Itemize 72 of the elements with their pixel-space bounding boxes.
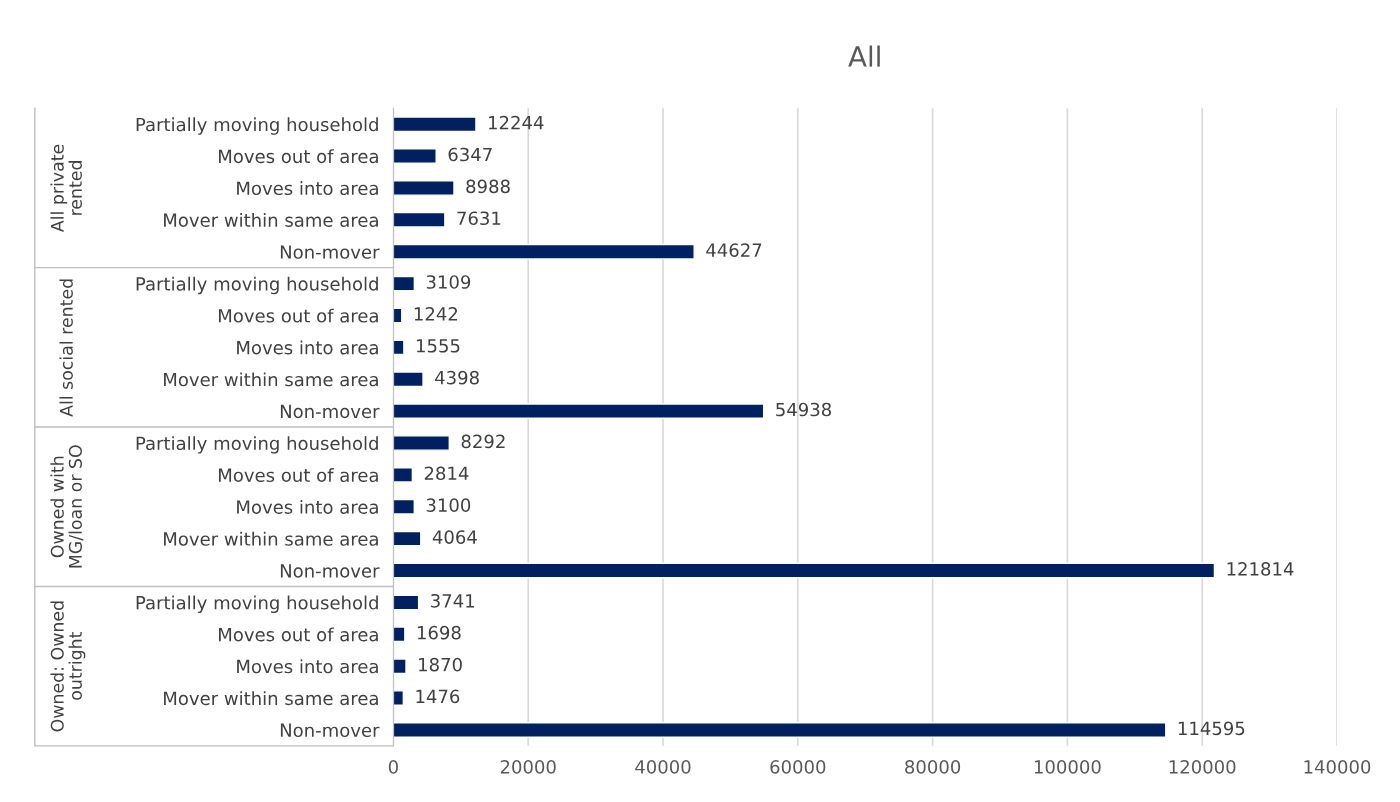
data-label: 12244: [489, 115, 544, 130]
x-tick-label: 140000: [1304, 760, 1371, 774]
data-label: 1555: [416, 339, 460, 353]
y-tick-label: Non-mover: [280, 245, 380, 259]
data-label: 121814: [1227, 562, 1294, 576]
data-label: 3741: [431, 593, 475, 608]
data-label: 4398: [435, 370, 479, 385]
bar: [393, 498, 415, 515]
chart-title: All: [848, 45, 880, 67]
data-label: 3100: [426, 498, 471, 512]
data-label: 6347: [448, 147, 492, 162]
bar: [393, 339, 405, 356]
y-tick-label: Moves into area: [237, 340, 378, 355]
y-tick-label: Mover within same area: [164, 212, 378, 227]
bar: [393, 211, 446, 228]
data-label: 1476: [416, 689, 460, 704]
text: Owned: Owned outright: [50, 601, 86, 732]
x-tick-label: 120000: [1169, 760, 1236, 774]
y-tick-label: Mover within same area: [164, 531, 378, 546]
x-tick-label: 40000: [635, 760, 691, 774]
data-label: 4064: [432, 530, 477, 544]
y-tick-label: Mover within same area: [164, 691, 378, 706]
x-tick-label: 60000: [770, 760, 826, 774]
data-label: 3109: [426, 275, 471, 289]
bar: [393, 658, 407, 675]
bar: [393, 467, 414, 483]
data-label: 114595: [1178, 721, 1245, 736]
data-label: 8988: [466, 179, 510, 194]
bar: [393, 690, 405, 706]
bar: [393, 243, 695, 260]
bar: [393, 435, 450, 451]
y-tick-label: Partially moving household: [136, 276, 378, 295]
y-tick-label: Moves out of area: [219, 468, 378, 482]
bar: [393, 626, 406, 643]
bar: [393, 180, 455, 196]
y-tick-label: Moves out of area: [219, 627, 378, 642]
y-tick-label: Partially moving household: [136, 436, 378, 454]
data-label: 44627: [706, 243, 762, 257]
bar: [393, 403, 765, 419]
data-label: 1698: [417, 625, 461, 640]
text: All private rented: [50, 144, 82, 233]
y-tick-label: Moves into area: [237, 181, 378, 196]
y-tick-label: Non-mover: [280, 404, 380, 419]
y-tick-label: Partially moving household: [136, 595, 378, 614]
text: Owned with MG/loan or SO: [50, 445, 84, 568]
data-label: 7631: [457, 211, 501, 226]
bar: [393, 275, 416, 292]
bar: [393, 562, 1216, 579]
y-tick-label: Moves out of area: [219, 308, 378, 323]
bar: [393, 722, 1167, 738]
y-tick-label: Moves into area: [237, 659, 378, 674]
y-tick-label: Mover within same area: [164, 372, 378, 387]
x-tick-label: 0: [388, 760, 398, 774]
x-tick-label: 20000: [500, 760, 556, 774]
y-tick-label: Moves into area: [237, 499, 378, 514]
x-tick-label: 80000: [905, 760, 961, 774]
bar: [393, 594, 420, 611]
y-tick-label: Non-mover: [280, 564, 380, 578]
bar: [393, 148, 437, 164]
x-tick-label: 100000: [1034, 760, 1101, 774]
y-tick-label: Partially moving household: [136, 117, 378, 135]
data-label: 2814: [424, 466, 469, 481]
bar: [393, 530, 422, 547]
text: All social rented: [59, 279, 73, 417]
data-label: 54938: [776, 402, 831, 417]
y-tick-label: Moves out of area: [219, 149, 378, 164]
y-tick-label: Non-mover: [280, 723, 380, 738]
data-label: 1242: [414, 307, 458, 321]
bar: [393, 371, 424, 388]
data-label: 1870: [419, 657, 462, 672]
bar: [393, 116, 477, 133]
data-label: 8292: [461, 434, 505, 449]
